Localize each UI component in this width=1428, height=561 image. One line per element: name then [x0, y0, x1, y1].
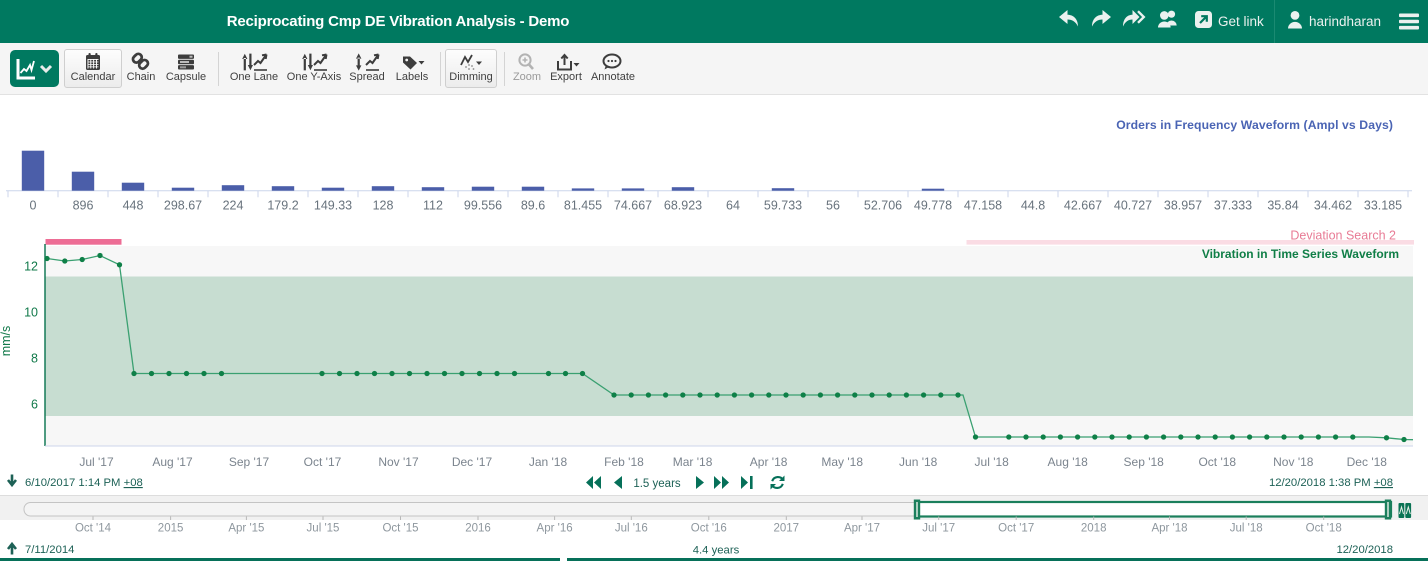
- svg-text:64: 64: [726, 199, 740, 213]
- svg-text:Oct '14: Oct '14: [75, 523, 112, 535]
- svg-text:Vibration in Time Series Wavef: Vibration in Time Series Waveform: [1202, 247, 1399, 261]
- svg-text:49.778: 49.778: [914, 199, 952, 213]
- svg-text:149.33: 149.33: [314, 199, 352, 213]
- svg-text:44.8: 44.8: [1021, 199, 1045, 213]
- svg-text:40.727: 40.727: [1114, 199, 1152, 213]
- svg-text:896: 896: [73, 199, 94, 213]
- svg-text:Apr '15: Apr '15: [228, 523, 264, 535]
- svg-text:Dec '18: Dec '18: [1347, 455, 1388, 469]
- svg-text:74.667: 74.667: [614, 199, 652, 213]
- svg-text:47.158: 47.158: [964, 199, 1002, 213]
- svg-text:Oct '18: Oct '18: [1198, 455, 1236, 469]
- svg-text:37.333: 37.333: [1214, 199, 1252, 213]
- svg-text:Aug '17: Aug '17: [152, 455, 193, 469]
- svg-text:Jul '18: Jul '18: [1230, 523, 1263, 535]
- svg-text:179.2: 179.2: [267, 199, 298, 213]
- svg-text:4.4 years: 4.4 years: [693, 545, 740, 557]
- svg-text:Jul '18: Jul '18: [975, 455, 1010, 469]
- svg-text:Jul '17: Jul '17: [79, 455, 114, 469]
- svg-text:Jul '15: Jul '15: [307, 523, 340, 535]
- svg-text:35.84: 35.84: [1267, 199, 1298, 213]
- svg-text:Apr '18: Apr '18: [750, 455, 788, 469]
- svg-text:Feb '18: Feb '18: [604, 455, 644, 469]
- svg-text:99.556: 99.556: [464, 199, 502, 213]
- svg-text:May '18: May '18: [821, 455, 863, 469]
- svg-text:Oct '15: Oct '15: [382, 523, 418, 535]
- svg-text:52.706: 52.706: [864, 199, 902, 213]
- svg-text:6: 6: [31, 398, 38, 412]
- svg-text:mm/s: mm/s: [0, 326, 13, 357]
- svg-text:Orders in Frequency Waveform (: Orders in Frequency Waveform (Ampl vs Da…: [1116, 118, 1393, 132]
- svg-text:2018: 2018: [1081, 523, 1107, 535]
- svg-text:33.185: 33.185: [1364, 199, 1402, 213]
- svg-text:59.733: 59.733: [764, 199, 802, 213]
- svg-text:Nov '17: Nov '17: [378, 455, 419, 469]
- svg-text:2017: 2017: [774, 523, 800, 535]
- svg-text:Oct '17: Oct '17: [998, 523, 1034, 535]
- svg-text:Dec '17: Dec '17: [452, 455, 493, 469]
- svg-text:224: 224: [223, 199, 244, 213]
- svg-text:Deviation Search 2: Deviation Search 2: [1290, 229, 1396, 243]
- svg-text:Oct '18: Oct '18: [1306, 523, 1342, 535]
- svg-text:12: 12: [24, 260, 38, 274]
- svg-text:Oct '16: Oct '16: [691, 523, 727, 535]
- svg-text:Jul '16: Jul '16: [615, 523, 648, 535]
- svg-text:81.455: 81.455: [564, 199, 602, 213]
- svg-text:448: 448: [123, 199, 144, 213]
- svg-text:Apr '18: Apr '18: [1151, 523, 1187, 535]
- svg-text:Oct '17: Oct '17: [304, 455, 342, 469]
- svg-text:2015: 2015: [158, 523, 184, 535]
- svg-text:7/11/2014: 7/11/2014: [25, 544, 74, 556]
- svg-text:0: 0: [30, 199, 37, 213]
- svg-text:89.6: 89.6: [521, 199, 545, 213]
- svg-text:Mar '18: Mar '18: [673, 455, 713, 469]
- svg-text:38.957: 38.957: [1164, 199, 1202, 213]
- svg-text:Aug '18: Aug '18: [1048, 455, 1089, 469]
- svg-text:Apr '16: Apr '16: [537, 523, 573, 535]
- svg-text:12/20/2018: 12/20/2018: [1336, 544, 1393, 556]
- svg-text:12/20/2018 1:38 PM +08: 12/20/2018 1:38 PM +08: [1269, 477, 1393, 489]
- svg-text:Jun '18: Jun '18: [899, 455, 938, 469]
- svg-text:112: 112: [423, 199, 443, 213]
- svg-text:Nov '18: Nov '18: [1273, 455, 1314, 469]
- svg-text:Sep '18: Sep '18: [1124, 455, 1165, 469]
- svg-text:Sep '17: Sep '17: [229, 455, 270, 469]
- svg-text:298.67: 298.67: [164, 199, 202, 213]
- svg-text:1.5 years: 1.5 years: [633, 478, 681, 490]
- svg-text:Jul '17: Jul '17: [922, 523, 955, 535]
- svg-text:2016: 2016: [465, 523, 491, 535]
- svg-text:42.667: 42.667: [1064, 199, 1102, 213]
- svg-text:6/10/2017 1:14 PM +08: 6/10/2017 1:14 PM +08: [25, 477, 143, 489]
- svg-text:8: 8: [31, 352, 38, 366]
- svg-text:128: 128: [373, 199, 394, 213]
- svg-text:10: 10: [24, 306, 38, 320]
- svg-text:68.923: 68.923: [664, 199, 702, 213]
- svg-text:Jan '18: Jan '18: [529, 455, 568, 469]
- svg-text:34.462: 34.462: [1314, 199, 1352, 213]
- svg-text:Apr '17: Apr '17: [844, 523, 880, 535]
- svg-text:56: 56: [826, 199, 840, 213]
